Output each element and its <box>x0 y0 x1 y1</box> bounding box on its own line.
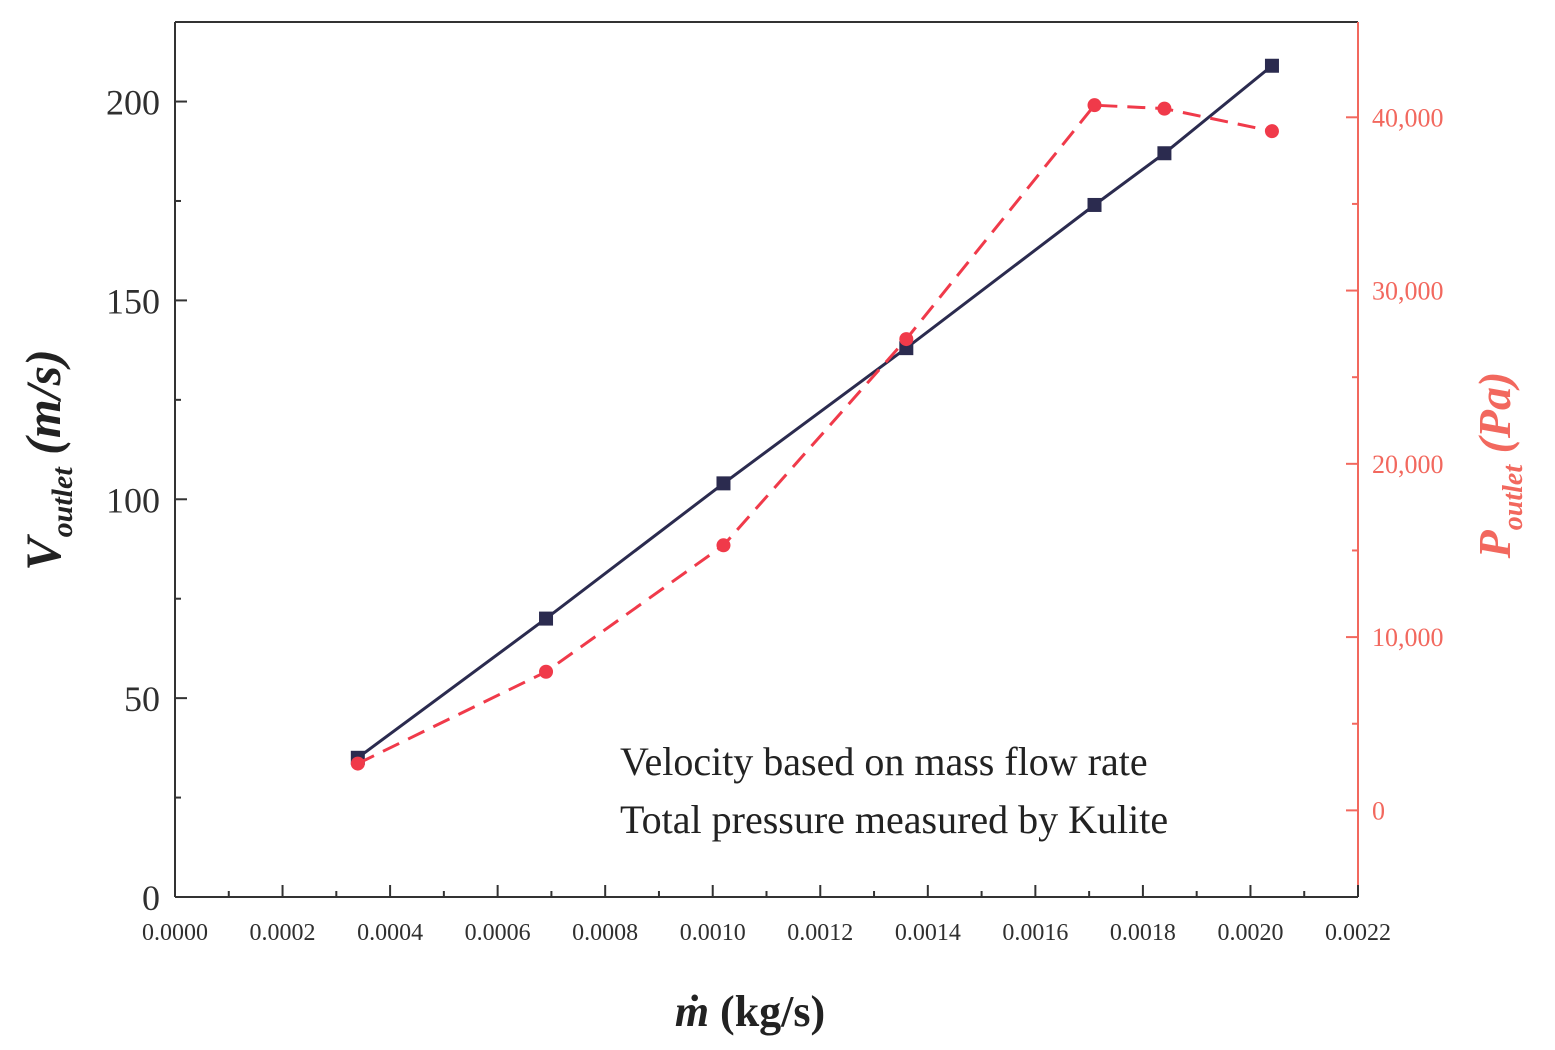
x-tick-label: 0.0008 <box>572 920 638 946</box>
series-layer <box>350 58 1279 771</box>
y-left-tick-label: 200 <box>106 83 160 123</box>
x-axis-title: ṁ (kg/s) <box>675 987 825 1036</box>
data-point-series-2 <box>539 664 554 679</box>
y-left-tick-label: 150 <box>106 281 160 321</box>
x-tick-label: 0.0004 <box>357 920 423 946</box>
y-right-tick-label: 0 <box>1372 796 1385 825</box>
x-tick-label: 0.0000 <box>142 920 208 946</box>
data-point-series-2 <box>350 756 365 771</box>
legend-entry-pressure: Total pressure measured by Kulite <box>620 797 1168 842</box>
data-point-series-1 <box>716 476 731 491</box>
data-point-series-2 <box>716 538 731 553</box>
x-axis-title-unit: (kg/s) <box>709 987 825 1036</box>
data-point-series-2 <box>899 332 914 347</box>
x-tick-label: 0.0018 <box>1110 920 1176 946</box>
x-tick-label: 0.0020 <box>1217 920 1283 946</box>
y-right-tick-label: 20,000 <box>1372 450 1444 479</box>
y-right-tick-label: 10,000 <box>1372 623 1444 652</box>
x-tick-label: 0.0022 <box>1325 920 1391 946</box>
y-left-axis-title: Voutlet (m/s) <box>15 349 79 570</box>
label-layer: Velocity based on mass flow rate Total p… <box>15 349 1529 1036</box>
x-tick-label: 0.0010 <box>680 920 746 946</box>
legend-entry-velocity: Velocity based on mass flow rate <box>620 739 1148 784</box>
series-line-2 <box>357 103 1273 765</box>
y-right-axis-title-unit: (Pa) <box>1469 372 1520 465</box>
x-tick-label: 0.0002 <box>250 920 316 946</box>
data-point-series-1 <box>539 611 554 626</box>
y-right-axis-title-main: P <box>1469 529 1520 559</box>
x-axis-title-symbol: ṁ <box>675 987 709 1036</box>
y-right-axis-title-sub: outlet <box>1498 464 1529 531</box>
data-point-series-1 <box>1087 197 1102 212</box>
data-point-series-1 <box>1264 58 1279 73</box>
x-tick-label: 0.0012 <box>787 920 853 946</box>
y-left-tick-label: 100 <box>106 480 160 520</box>
y-right-tick-label: 30,000 <box>1372 277 1444 306</box>
y-left-tick-label: 0 <box>142 878 160 918</box>
y-right-axis-title: Poutlet (Pa) <box>1469 372 1529 560</box>
y-left-tick-label: 50 <box>124 679 160 719</box>
x-tick-label: 0.0016 <box>1002 920 1068 946</box>
x-tick-label: 0.0006 <box>465 920 531 946</box>
data-point-series-2 <box>1087 98 1102 113</box>
y-left-axis-title-unit: (m/s) <box>15 349 71 467</box>
x-tick-label: 0.0014 <box>895 920 961 946</box>
axes-layer: 0.0000 0.0002 0.0004 0.0006 0.0008 0.0010 0.00… <box>106 21 1444 946</box>
y-left-axis-title-sub: outlet <box>46 466 79 538</box>
data-point-series-2 <box>1157 101 1172 116</box>
data-point-series-1 <box>1157 146 1172 161</box>
y-left-axis-title-main: V <box>15 534 71 571</box>
y-right-tick-label: 40,000 <box>1372 103 1444 132</box>
data-point-series-2 <box>1264 124 1279 139</box>
series-line-1 <box>356 64 1273 760</box>
